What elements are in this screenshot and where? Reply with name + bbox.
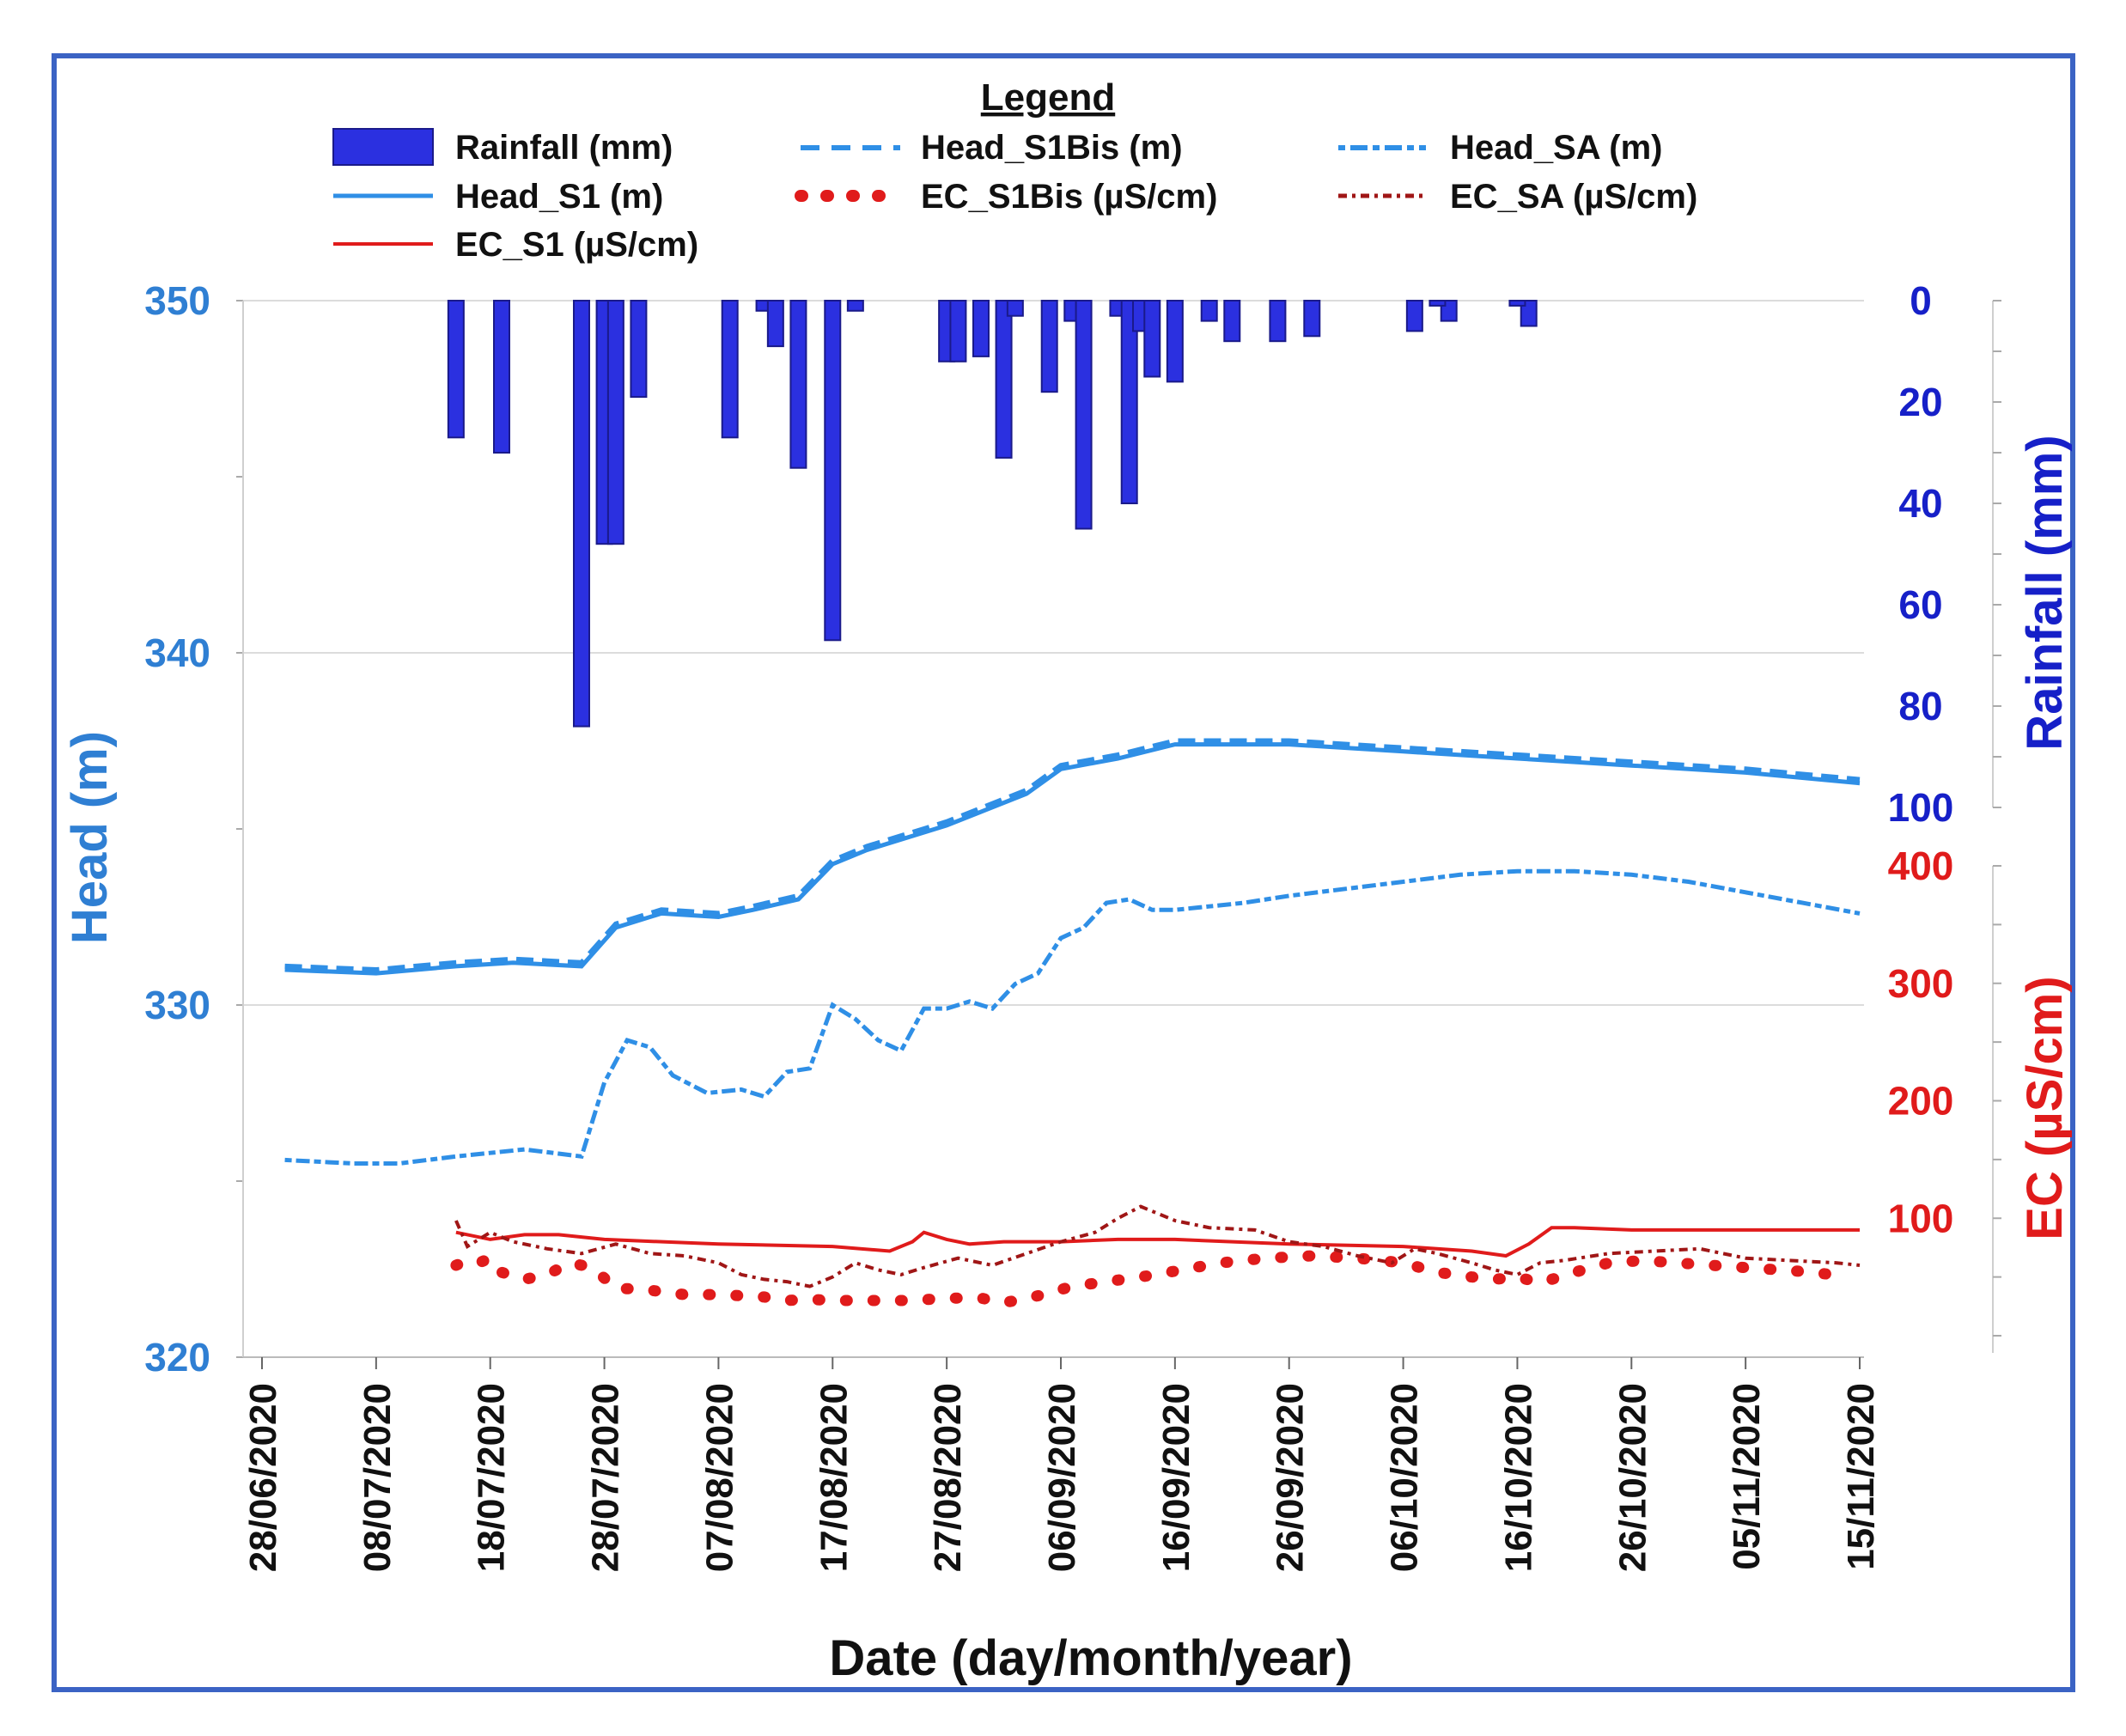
x-tick-label: 28/06/2020: [242, 1383, 284, 1572]
head-tick-label: 330: [144, 983, 210, 1027]
x-tick-label: 26/09/2020: [1270, 1383, 1312, 1572]
head-tick-label: 340: [144, 630, 210, 675]
rainfall-bar: [1040, 300, 1058, 393]
rainfall-bar: [606, 300, 624, 545]
x-tick-label: 08/07/2020: [356, 1383, 399, 1572]
rainfall-bar: [1075, 300, 1093, 530]
head-axis-title: Head (m): [62, 731, 118, 944]
rainfall-bar: [1269, 300, 1287, 343]
grid: [243, 300, 1864, 1358]
legend-label-head-s1bis: Head_S1Bis (m): [921, 129, 1183, 167]
series-line-ec-sa: [454, 1204, 1861, 1288]
legend-label-ec-s1bis: EC_S1Bis (µS/cm): [921, 178, 1217, 216]
legend-title: Legend: [981, 76, 1115, 119]
ec-axis-title: EC (µS/cm): [2017, 976, 2073, 1240]
rainfall-bar: [1006, 300, 1024, 317]
head-tick-label: 320: [144, 1335, 210, 1380]
x-tick-label: 28/07/2020: [585, 1383, 627, 1572]
rainfall-bar: [1508, 300, 1526, 307]
x-tick-label: 18/07/2020: [471, 1383, 513, 1572]
rainfall-bar: [721, 300, 739, 439]
rainfall-bar: [1143, 300, 1161, 378]
rainfall-bar: [846, 300, 864, 312]
rainfall-bar: [766, 300, 784, 348]
head-tick-label: 350: [144, 278, 210, 323]
x-tick-label: 06/09/2020: [1041, 1383, 1083, 1572]
x-tick-label: 15/11/2020: [1840, 1383, 1882, 1570]
ec-tick-label: 100: [1888, 1196, 1954, 1240]
series-line-ec-s1bis: [450, 1250, 1855, 1309]
series-line-head-s1bis: [284, 738, 1861, 973]
rainfall-axis-title: Rainfall (mm): [2017, 435, 2073, 750]
rainfall-tick-label: 0: [1910, 278, 1932, 323]
ec-tick-label: 400: [1888, 844, 1954, 888]
rainfall-bar: [1303, 300, 1321, 338]
rainfall-bar: [972, 300, 990, 357]
rainfall-bar: [1223, 300, 1241, 343]
x-tick-label: 06/10/2020: [1384, 1383, 1426, 1572]
series-line-head-sa: [284, 868, 1861, 1166]
ec-tick-label: 200: [1888, 1079, 1954, 1124]
rainfall-bar: [995, 300, 1013, 459]
x-tick-label: 27/08/2020: [927, 1383, 969, 1572]
axes: 320 330 340 350 0 20 40 60 80 100 100 200 300 400 28/0…: [144, 278, 2001, 1572]
series-line-ec-s1: [455, 1226, 1860, 1258]
legend: Legend Rainfall (mm) Head_S1 (m) EC_S1 (…: [332, 76, 1697, 264]
legend-swatch-rainfall: [332, 128, 434, 166]
x-tick-label: 16/10/2020: [1497, 1383, 1539, 1572]
legend-label-ec-s1: EC_S1 (µS/cm): [455, 226, 698, 264]
series-line-head-s1: [284, 742, 1861, 976]
rainfall-tick-label: 100: [1888, 785, 1954, 830]
rainfall-bar: [573, 300, 590, 728]
legend-label-rainfall: Rainfall (mm): [455, 129, 673, 167]
rainfall-bar: [824, 300, 842, 642]
rainfall-bar: [630, 300, 648, 399]
x-tick-label: 05/11/2020: [1726, 1383, 1768, 1570]
rainfall-bars: [447, 300, 1538, 728]
rainfall-bar: [1520, 300, 1538, 327]
series-lines: [284, 738, 1861, 1309]
x-tick-label: 16/09/2020: [1155, 1383, 1197, 1572]
x-tick-label: 26/10/2020: [1611, 1383, 1654, 1572]
x-tick-label: 07/08/2020: [698, 1383, 740, 1572]
rainfall-tick-label: 60: [1898, 582, 1942, 627]
rainfall-bar: [1120, 300, 1138, 504]
chart-frame: [52, 53, 2075, 1692]
legend-label-head-s1: Head_S1 (m): [455, 178, 663, 216]
rainfall-tick-label: 80: [1898, 684, 1942, 728]
rainfall-bar: [789, 300, 807, 469]
rainfall-tick-label: 20: [1898, 380, 1942, 424]
x-axis-title: Date (day/month/year): [829, 1630, 1352, 1686]
rainfall-bar: [1429, 300, 1447, 307]
legend-label-ec-sa: EC_SA (µS/cm): [1450, 178, 1697, 216]
rainfall-bar: [1200, 300, 1218, 322]
rainfall-bar: [1405, 300, 1423, 332]
legend-label-head-sa: Head_SA (m): [1450, 129, 1662, 167]
rainfall-bar: [493, 300, 510, 454]
rainfall-bar: [447, 300, 465, 439]
rainfall-tick-label: 40: [1898, 481, 1942, 526]
rainfall-bar: [1166, 300, 1184, 383]
x-tick-label: 17/08/2020: [813, 1383, 855, 1572]
rainfall-bar: [949, 300, 967, 362]
ec-tick-label: 300: [1888, 961, 1954, 1006]
